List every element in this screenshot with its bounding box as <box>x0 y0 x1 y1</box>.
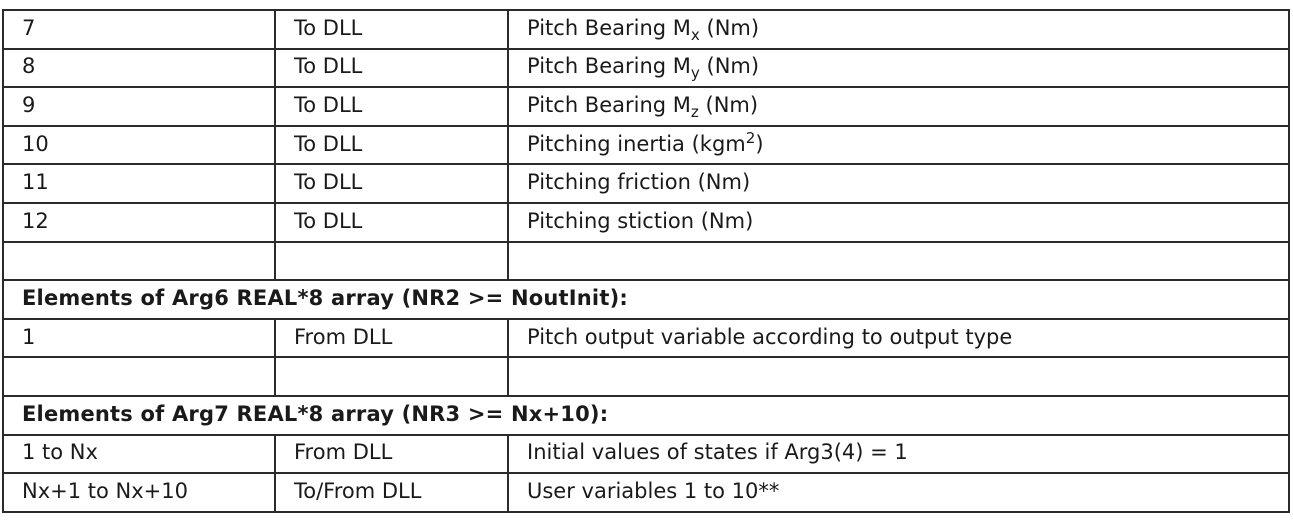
description-text-segment: User variables 1 to 10** <box>527 478 780 503</box>
description-text-segment: Pitch Bearing M <box>527 92 691 117</box>
table-row: Elements of Arg6 REAL*8 array (NR2 >= No… <box>2 279 1290 320</box>
cell-data-direction: To DLL <box>274 124 509 166</box>
description-text-segment: Pitching stiction (Nm) <box>527 208 754 233</box>
cell-data-direction: To DLL <box>274 9 509 50</box>
table-row: 12 To DLL Pitching stiction (Nm) <box>2 201 1290 243</box>
table-row: Nx+1 to Nx+10 To/From DLL User variables 1… <box>2 472 1290 513</box>
table-row: 9 To DLL Pitch Bearing Mz (Nm) <box>2 86 1290 127</box>
cell-description: User variables 1 to 10** <box>507 472 1290 513</box>
table-row: Elements of Arg7 REAL*8 array (NR3 >= Nx… <box>2 394 1290 436</box>
cell-description: Pitch Bearing Mz (Nm) <box>507 86 1290 127</box>
description-text-segment: Pitching inertia (kgm <box>527 131 746 156</box>
cell-element-range: 1 to Nx <box>2 433 276 475</box>
table-row: 1 From DLL Pitch output variable according… <box>2 317 1290 359</box>
dll-interface-table: 7 To DLL Pitch Bearing Mx (Nm) 8 To DLL Pitch… <box>2 9 1290 513</box>
table-row: 8 To DLL Pitch Bearing My (Nm) <box>2 47 1290 89</box>
description-text-segment: y <box>690 64 700 83</box>
cell-element-range: 8 <box>2 47 276 89</box>
cell-data-direction: To DLL <box>274 201 509 243</box>
description-text-segment: Pitch Bearing M <box>527 54 691 79</box>
empty-cell <box>507 356 1290 397</box>
cell-description: Pitching stiction (Nm) <box>507 201 1290 243</box>
empty-cell <box>2 240 276 282</box>
cell-element-range: 7 <box>2 9 276 50</box>
cell-description: Pitching inertia (kgm2) <box>507 124 1290 166</box>
description-text-segment: (Nm) <box>699 54 760 79</box>
description-text-segment: ) <box>755 131 764 156</box>
cell-element-range: 12 <box>2 201 276 243</box>
description-text-segment: Pitching friction (Nm) <box>527 170 751 195</box>
cell-description: Pitch Bearing My (Nm) <box>507 47 1290 89</box>
empty-cell <box>274 356 509 397</box>
table-row: 10 To DLL Pitching inertia (kgm2) <box>2 124 1290 166</box>
description-text-segment: Pitch Bearing M <box>527 15 691 40</box>
cell-data-direction: To/From DLL <box>274 472 509 513</box>
description-text-segment: (Nm) <box>699 15 760 40</box>
cell-description: Pitch output variable according to outpu… <box>507 317 1290 359</box>
cell-element-range: 9 <box>2 86 276 127</box>
cell-data-direction: To DLL <box>274 47 509 89</box>
description-text-segment: Initial values of states if Arg3(4) = 1 <box>527 440 908 465</box>
description-text-segment: (Nm) <box>698 92 759 117</box>
table-body: 7 To DLL Pitch Bearing Mx (Nm) 8 To DLL Pitch… <box>2 9 1290 513</box>
cell-data-direction: From DLL <box>274 317 509 359</box>
cell-element-range: 10 <box>2 124 276 166</box>
cell-data-direction: To DLL <box>274 86 509 127</box>
description-text-segment: x <box>690 25 700 44</box>
table-row <box>2 240 1290 282</box>
cell-element-range: Nx+1 to Nx+10 <box>2 472 276 513</box>
cell-element-range: 1 <box>2 317 276 359</box>
table-row <box>2 356 1290 397</box>
empty-cell <box>2 356 276 397</box>
empty-cell <box>507 240 1290 282</box>
table-row: 11 To DLL Pitching friction (Nm) <box>2 163 1290 204</box>
description-text-segment: 2 <box>745 128 756 147</box>
description-text-segment: z <box>690 103 699 122</box>
section-header-cell: Elements of Arg6 REAL*8 array (NR2 >= No… <box>2 279 1290 320</box>
cell-description: Pitching friction (Nm) <box>507 163 1290 204</box>
cell-data-direction: From DLL <box>274 433 509 475</box>
cell-description: Pitch Bearing Mx (Nm) <box>507 9 1290 50</box>
table-row: 7 To DLL Pitch Bearing Mx (Nm) <box>2 9 1290 50</box>
cell-element-range: 11 <box>2 163 276 204</box>
cell-data-direction: To DLL <box>274 163 509 204</box>
description-text-segment: Pitch output variable according to outpu… <box>527 324 1013 349</box>
empty-cell <box>274 240 509 282</box>
table-row: 1 to Nx From DLL Initial values of states … <box>2 433 1290 475</box>
cell-description: Initial values of states if Arg3(4) = 1 <box>507 433 1290 475</box>
section-header-cell: Elements of Arg7 REAL*8 array (NR3 >= Nx… <box>2 394 1290 436</box>
